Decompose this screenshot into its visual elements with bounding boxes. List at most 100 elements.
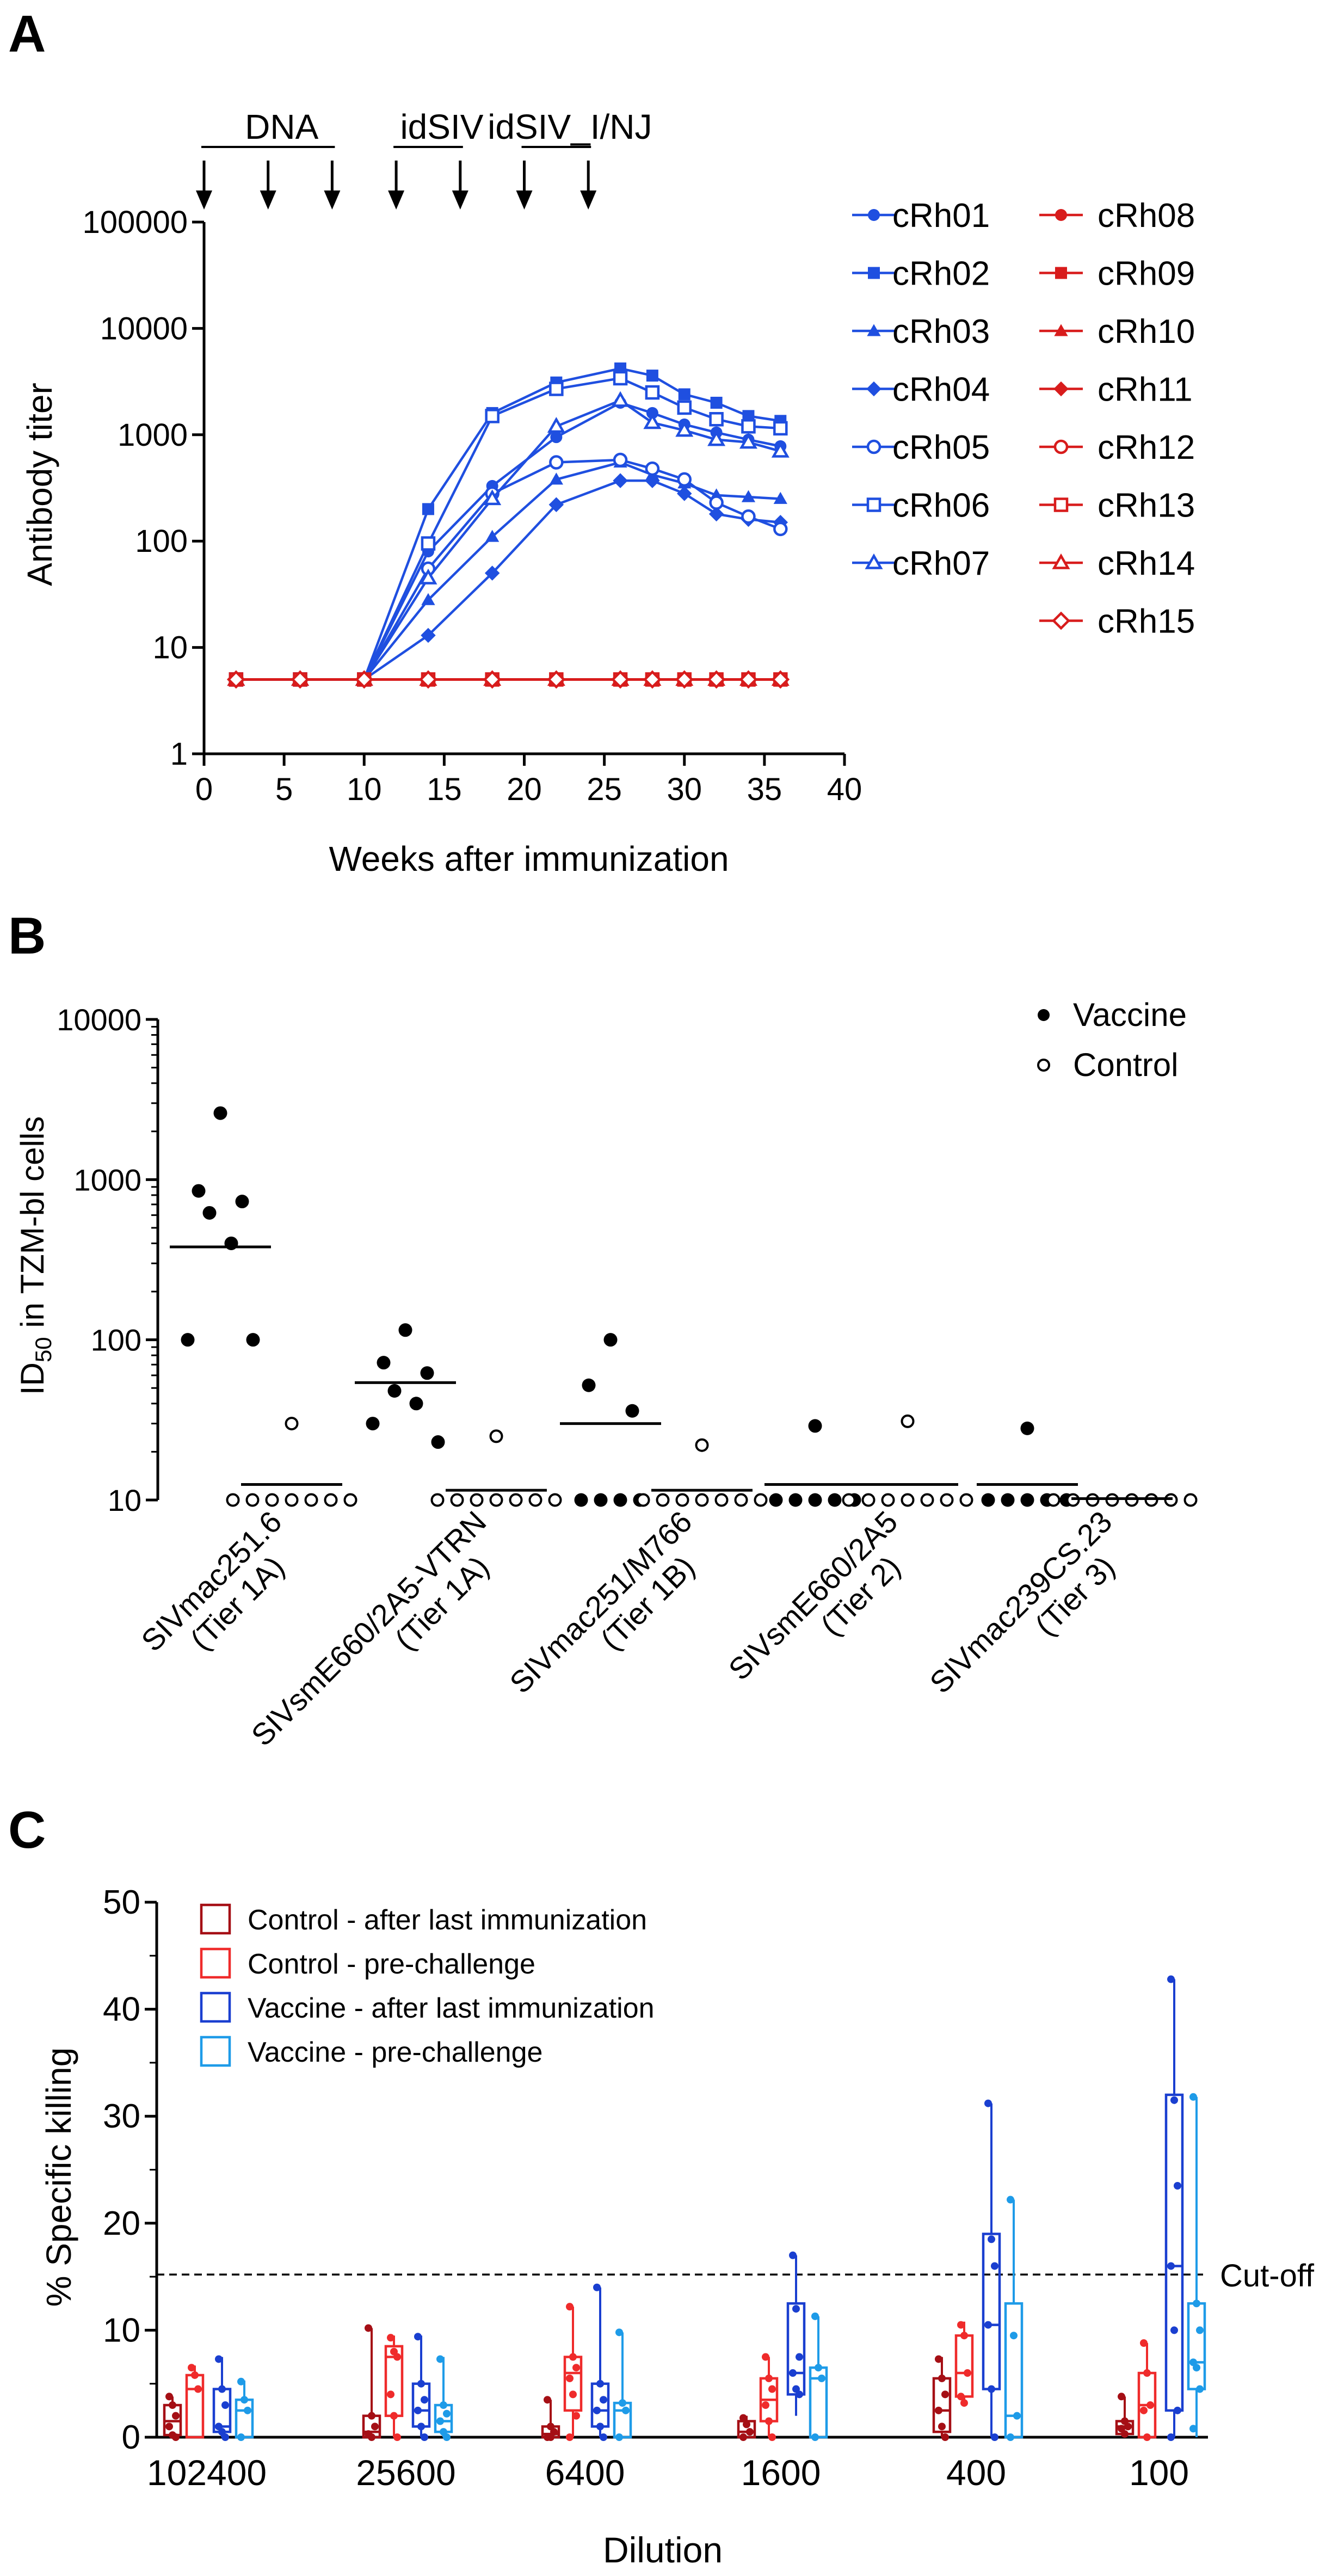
data-point xyxy=(387,2334,394,2342)
panel-c-boxes xyxy=(163,1975,1206,2441)
legend-swatch xyxy=(200,2036,231,2067)
control-point xyxy=(1046,1493,1061,1507)
box-0-0 xyxy=(163,2393,182,2441)
immunization-arrow-head xyxy=(580,190,597,210)
control-point xyxy=(920,1493,934,1507)
box-1-2 xyxy=(563,2303,583,2441)
data-point xyxy=(393,2433,401,2441)
data-point xyxy=(677,400,692,415)
immunization-arrow-head xyxy=(196,190,212,210)
legend-label: Vaccine - pre-challenge xyxy=(248,2037,542,2068)
control-point xyxy=(1066,1493,1080,1507)
data-point xyxy=(707,670,726,689)
data-point xyxy=(615,2433,623,2441)
panel-a-legend: cRh01 cRh02 cRh03 cRh04 cRh05 cRh06 cRh07 cRh08… xyxy=(852,197,1195,641)
data-point xyxy=(226,670,245,689)
box-2-3 xyxy=(786,2251,806,2416)
data-point xyxy=(613,371,628,386)
vaccine-point xyxy=(788,1493,803,1507)
data-point xyxy=(443,2433,451,2441)
vaccine-point xyxy=(1020,1493,1034,1507)
data-point xyxy=(988,2235,995,2243)
data-point xyxy=(811,2312,819,2320)
y-tick-label: 1000 xyxy=(73,1163,141,1197)
data-point xyxy=(818,2374,825,2382)
legend-label: cRh02 xyxy=(892,255,990,293)
legend-label: cRh08 xyxy=(1098,197,1195,235)
panel-c-x-axis-label: Dilution xyxy=(603,2530,723,2570)
box-3-1 xyxy=(434,2355,453,2441)
y-tick-label: 100 xyxy=(91,1323,141,1357)
data-point xyxy=(709,411,724,427)
data-point xyxy=(165,2393,173,2401)
data-point xyxy=(991,2433,998,2441)
data-point xyxy=(548,497,564,513)
data-point xyxy=(984,2099,992,2107)
data-point xyxy=(941,2433,949,2441)
legend-marker xyxy=(867,324,881,336)
control-point xyxy=(509,1493,523,1507)
control-point xyxy=(285,1493,299,1507)
x-tick-label: 25 xyxy=(587,772,622,807)
panel-a-x-axis-label: Weeks after immunization xyxy=(329,839,729,878)
legend-marker xyxy=(866,439,881,454)
data-point xyxy=(485,530,500,542)
data-point xyxy=(789,2369,797,2377)
control-point xyxy=(1164,1493,1178,1507)
box-0-3 xyxy=(737,2414,756,2441)
data-point xyxy=(811,2433,819,2441)
control-point xyxy=(959,1493,973,1507)
immunization-arrow-head xyxy=(388,190,405,210)
control-point xyxy=(430,1493,445,1507)
vaccine-point xyxy=(808,1493,822,1507)
data-point xyxy=(611,391,630,407)
data-point xyxy=(1196,2326,1204,2334)
vaccine-point xyxy=(981,1493,995,1507)
data-point xyxy=(619,2399,626,2407)
panel-c-letter: C xyxy=(8,1801,46,1859)
legend-marker xyxy=(866,381,881,397)
data-point xyxy=(244,2406,251,2414)
panel-b-letter: B xyxy=(8,907,46,965)
data-point xyxy=(422,503,434,515)
control-point xyxy=(489,1493,503,1507)
data-point xyxy=(789,2251,797,2259)
data-point xyxy=(1167,1975,1175,1983)
data-point xyxy=(643,670,662,689)
vaccine-point xyxy=(574,1493,588,1507)
control-point xyxy=(450,1493,464,1507)
data-point xyxy=(436,2417,444,2425)
vaccine-point xyxy=(181,1333,195,1347)
data-point xyxy=(569,2390,577,2399)
y-tick-label: 1 xyxy=(170,736,188,772)
data-point xyxy=(741,419,756,434)
legend-marker xyxy=(1052,611,1070,630)
data-point xyxy=(984,2321,992,2329)
data-point xyxy=(957,2321,965,2329)
legend-label: cRh09 xyxy=(1098,255,1195,293)
x-tick-label: 1600 xyxy=(741,2452,821,2493)
data-point xyxy=(172,2412,180,2420)
panel-b-legend: Vaccine Control xyxy=(1037,997,1187,1083)
control-point xyxy=(695,1493,709,1507)
box-0-2 xyxy=(541,2396,560,2441)
legend-swatch xyxy=(200,1947,231,1979)
data-point xyxy=(645,473,660,488)
box-1-5 xyxy=(1137,2339,1157,2441)
data-point xyxy=(414,2333,422,2341)
box-2-5 xyxy=(1164,1975,1184,2441)
legend-label: cRh15 xyxy=(1098,603,1195,641)
y-tick-label: 100 xyxy=(135,524,188,559)
legend-label: cRh04 xyxy=(892,371,990,409)
data-point xyxy=(1170,2326,1178,2334)
legend-marker xyxy=(865,553,883,569)
data-point xyxy=(387,2390,394,2399)
data-point xyxy=(708,506,724,522)
legend-label: Vaccine - after last immunization xyxy=(248,1993,655,2024)
data-point xyxy=(646,370,658,382)
data-point xyxy=(677,472,692,487)
immunization-arrow-head xyxy=(260,190,276,210)
data-point xyxy=(417,2423,425,2431)
data-point xyxy=(550,431,563,444)
